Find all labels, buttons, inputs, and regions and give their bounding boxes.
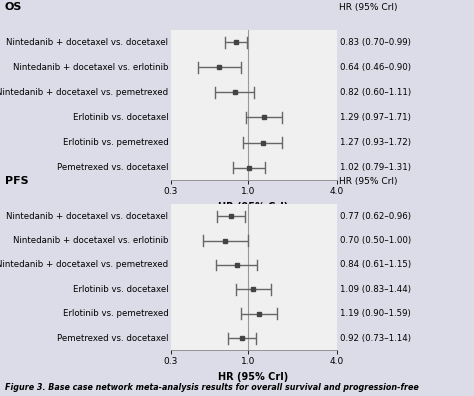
Text: Erlotinib vs. pemetrexed: Erlotinib vs. pemetrexed: [63, 309, 168, 318]
Text: 1.09 (0.83–1.44): 1.09 (0.83–1.44): [340, 285, 411, 294]
Text: Pemetrexed vs. docetaxel: Pemetrexed vs. docetaxel: [57, 163, 168, 172]
X-axis label: HR (95% CrI): HR (95% CrI): [219, 372, 289, 382]
Text: Nintedanib + docetaxel vs. docetaxel: Nintedanib + docetaxel vs. docetaxel: [6, 38, 168, 47]
Text: Erlotinib vs. pemetrexed: Erlotinib vs. pemetrexed: [63, 138, 168, 147]
Text: Nintedanib + docetaxel vs. pemetrexed: Nintedanib + docetaxel vs. pemetrexed: [0, 88, 168, 97]
Text: Erlotinib vs. docetaxel: Erlotinib vs. docetaxel: [73, 285, 168, 294]
Text: OS: OS: [5, 2, 22, 12]
Text: Pemetrexed vs. docetaxel: Pemetrexed vs. docetaxel: [57, 334, 168, 343]
Text: Erlotinib vs. docetaxel: Erlotinib vs. docetaxel: [73, 113, 168, 122]
X-axis label: HR (95% CrI): HR (95% CrI): [219, 202, 289, 212]
Text: Figure 3. Base case network meta-analysis results for overall survival and progr: Figure 3. Base case network meta-analysi…: [5, 383, 419, 392]
Text: 1.02 (0.79–1.31): 1.02 (0.79–1.31): [340, 163, 411, 172]
Text: 0.83 (0.70–0.99): 0.83 (0.70–0.99): [340, 38, 411, 47]
Text: 0.92 (0.73–1.14): 0.92 (0.73–1.14): [340, 334, 411, 343]
Text: 0.70 (0.50–1.00): 0.70 (0.50–1.00): [340, 236, 411, 245]
Text: HR (95% CrI): HR (95% CrI): [339, 177, 397, 186]
Text: Nintedanib + docetaxel vs. pemetrexed: Nintedanib + docetaxel vs. pemetrexed: [0, 261, 168, 270]
Text: 1.19 (0.90–1.59): 1.19 (0.90–1.59): [340, 309, 411, 318]
Text: Nintedanib + docetaxel vs. erlotinib: Nintedanib + docetaxel vs. erlotinib: [13, 236, 168, 245]
Text: Nintedanib + docetaxel vs. erlotinib: Nintedanib + docetaxel vs. erlotinib: [13, 63, 168, 72]
Text: 0.84 (0.61–1.15): 0.84 (0.61–1.15): [340, 261, 411, 270]
Text: 1.27 (0.93–1.72): 1.27 (0.93–1.72): [340, 138, 411, 147]
Text: 0.64 (0.46–0.90): 0.64 (0.46–0.90): [340, 63, 411, 72]
Text: HR (95% CrI): HR (95% CrI): [339, 3, 397, 12]
Text: Nintedanib + docetaxel vs. docetaxel: Nintedanib + docetaxel vs. docetaxel: [6, 211, 168, 221]
Text: PFS: PFS: [5, 176, 28, 186]
Text: 0.82 (0.60–1.11): 0.82 (0.60–1.11): [340, 88, 411, 97]
Text: 1.29 (0.97–1.71): 1.29 (0.97–1.71): [340, 113, 411, 122]
Text: 0.77 (0.62–0.96): 0.77 (0.62–0.96): [340, 211, 411, 221]
